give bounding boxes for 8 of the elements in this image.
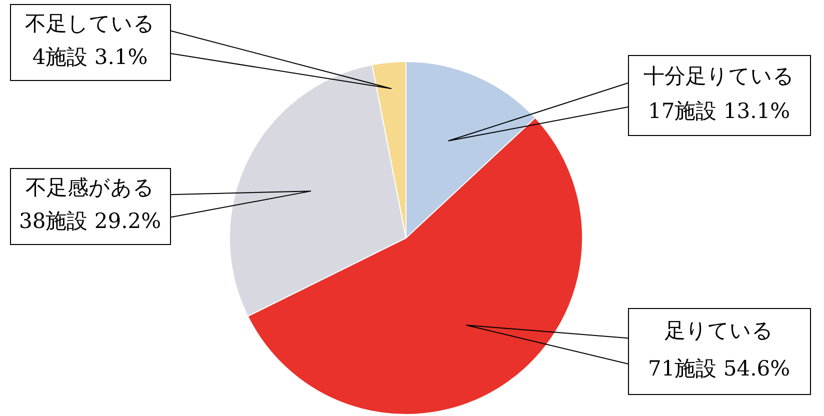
data-label: 71施設 54.6%	[648, 356, 790, 380]
data-label: 38施設 29.2%	[18, 209, 162, 234]
slice-label: 不足している	[25, 12, 155, 36]
slice-label: 十分足りている	[644, 64, 794, 88]
slice-label: 不足感がある	[26, 176, 154, 200]
slice-label: 足りている	[664, 318, 774, 343]
data-label: 4施設 3.1%	[32, 45, 148, 70]
data-label: 17施設 13.1%	[648, 99, 790, 124]
